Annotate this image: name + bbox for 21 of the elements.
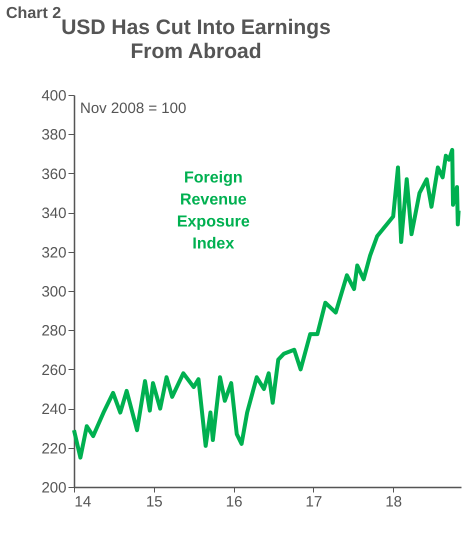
y-tick-label: 360 [41, 166, 66, 183]
text: Foreign Revenue Exposure Index [176, 169, 250, 252]
x-tick-label: 17 [306, 494, 322, 510]
x-tick-label: 18 [385, 494, 402, 510]
y-tick-label: 340 [41, 205, 66, 222]
y-tick-label: 380 [41, 126, 66, 144]
y-tick-label: 280 [41, 322, 66, 340]
chart-title: USD Has Cut Into Earnings From Abroad [61, 16, 331, 63]
annotation: Nov 2008 = 100 [80, 100, 186, 117]
caption: Chart 2 [6, 5, 62, 22]
y-tick-label: 300 [41, 284, 66, 300]
y-tick-label: 240 [41, 401, 66, 418]
y-tick-label: 320 [41, 244, 66, 262]
y-tick-label: 220 [41, 440, 66, 458]
x-tick-label: 16 [226, 494, 242, 510]
x-tick-label: 14 [74, 494, 92, 510]
x-tick-label: 15 [146, 494, 163, 510]
y-tick-label: 200 [41, 480, 66, 496]
y-tick-label: 400 [41, 88, 66, 104]
line-series [72, 148, 461, 460]
y-tick-label: 260 [41, 362, 66, 379]
